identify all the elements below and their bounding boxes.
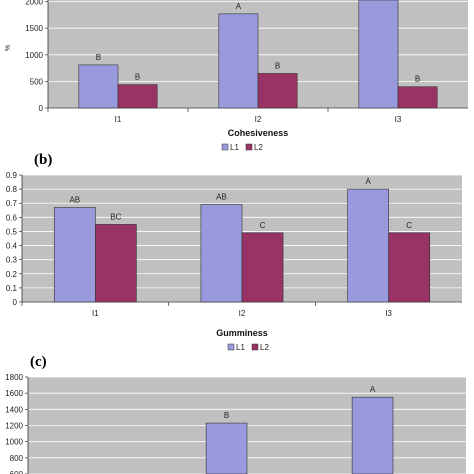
data-label: AB <box>216 193 227 202</box>
y-tick-label: 0.5 <box>6 227 18 236</box>
data-label: BC <box>110 212 121 221</box>
y-tick-label: 0.2 <box>6 270 18 279</box>
data-label: B <box>224 411 229 420</box>
bar-l2-i3 <box>397 86 438 109</box>
y-axis-title: % <box>5 45 12 51</box>
y-tick-label: 1800 <box>5 373 23 382</box>
bar-l1-i2 <box>200 204 243 303</box>
data-label: A <box>370 385 376 394</box>
legend-swatch-l2 <box>251 343 259 351</box>
y-tick-label: 800 <box>10 454 24 463</box>
y-tick-label: 0.3 <box>6 256 18 265</box>
legend-label: L2 <box>254 143 263 152</box>
bar-l1-i2 <box>205 422 248 474</box>
bar-l1-i1 <box>53 207 96 303</box>
legend-swatch-l1 <box>227 343 235 351</box>
y-tick-label: 1000 <box>5 438 23 447</box>
y-tick-label: 500 <box>30 77 44 86</box>
y-tick-label: 0.1 <box>6 284 18 293</box>
y-tick-label: 1500 <box>25 24 43 33</box>
y-tick-label: 0.4 <box>6 242 18 251</box>
panel-label: (c) <box>30 354 47 370</box>
data-label: B <box>96 53 101 62</box>
x-tick-label: I2 <box>239 309 246 318</box>
data-label: B <box>135 73 140 82</box>
legend-swatch-l2 <box>245 143 253 151</box>
x-axis-title: Gumminess <box>216 328 268 338</box>
y-tick-label: 600 <box>10 470 24 474</box>
y-tick-label: 1600 <box>5 389 23 398</box>
x-axis-title: Cohesiveness <box>228 128 289 138</box>
bar-l1-i2 <box>218 13 259 109</box>
bar-l1-i3 <box>351 396 394 474</box>
y-tick-label: 0.6 <box>6 213 18 222</box>
data-label: C <box>260 221 266 230</box>
data-label: B <box>275 61 280 70</box>
data-label: A <box>236 2 242 11</box>
legend-label: L1 <box>236 343 245 352</box>
data-label: AB <box>69 195 80 204</box>
x-tick-label: I2 <box>255 115 262 124</box>
bar-l2-i2 <box>257 73 298 109</box>
data-label: A <box>365 177 371 186</box>
bar-l2-i1 <box>95 224 137 303</box>
x-tick-label: I1 <box>92 309 99 318</box>
y-tick-label: 2000 <box>25 0 43 7</box>
data-label: B <box>415 75 420 84</box>
y-tick-label: 1000 <box>25 51 43 60</box>
x-tick-label: I3 <box>395 115 402 124</box>
bar-l1-i3 <box>358 0 399 109</box>
legend-swatch-l1 <box>221 143 229 151</box>
bar-l2-i1 <box>117 84 158 109</box>
y-tick-label: 1200 <box>5 422 23 431</box>
bar-l2-i3 <box>388 232 431 303</box>
x-tick-label: I3 <box>385 309 392 318</box>
legend-label: L1 <box>230 143 239 152</box>
y-tick-label: 0 <box>13 298 18 307</box>
data-label: C <box>406 221 412 230</box>
bar-l1-i1 <box>78 64 119 109</box>
legend-label: L2 <box>260 343 269 352</box>
x-tick-label: I1 <box>115 115 122 124</box>
bar-l2-i2 <box>241 232 284 303</box>
y-tick-label: 0.7 <box>6 199 18 208</box>
y-tick-label: 0.8 <box>6 185 18 194</box>
y-tick-label: 0 <box>39 104 44 113</box>
y-tick-label: 0.9 <box>6 171 18 180</box>
panel-label: (b) <box>34 152 52 168</box>
bar-l1-i3 <box>347 188 389 303</box>
y-tick-label: 1400 <box>5 405 23 414</box>
